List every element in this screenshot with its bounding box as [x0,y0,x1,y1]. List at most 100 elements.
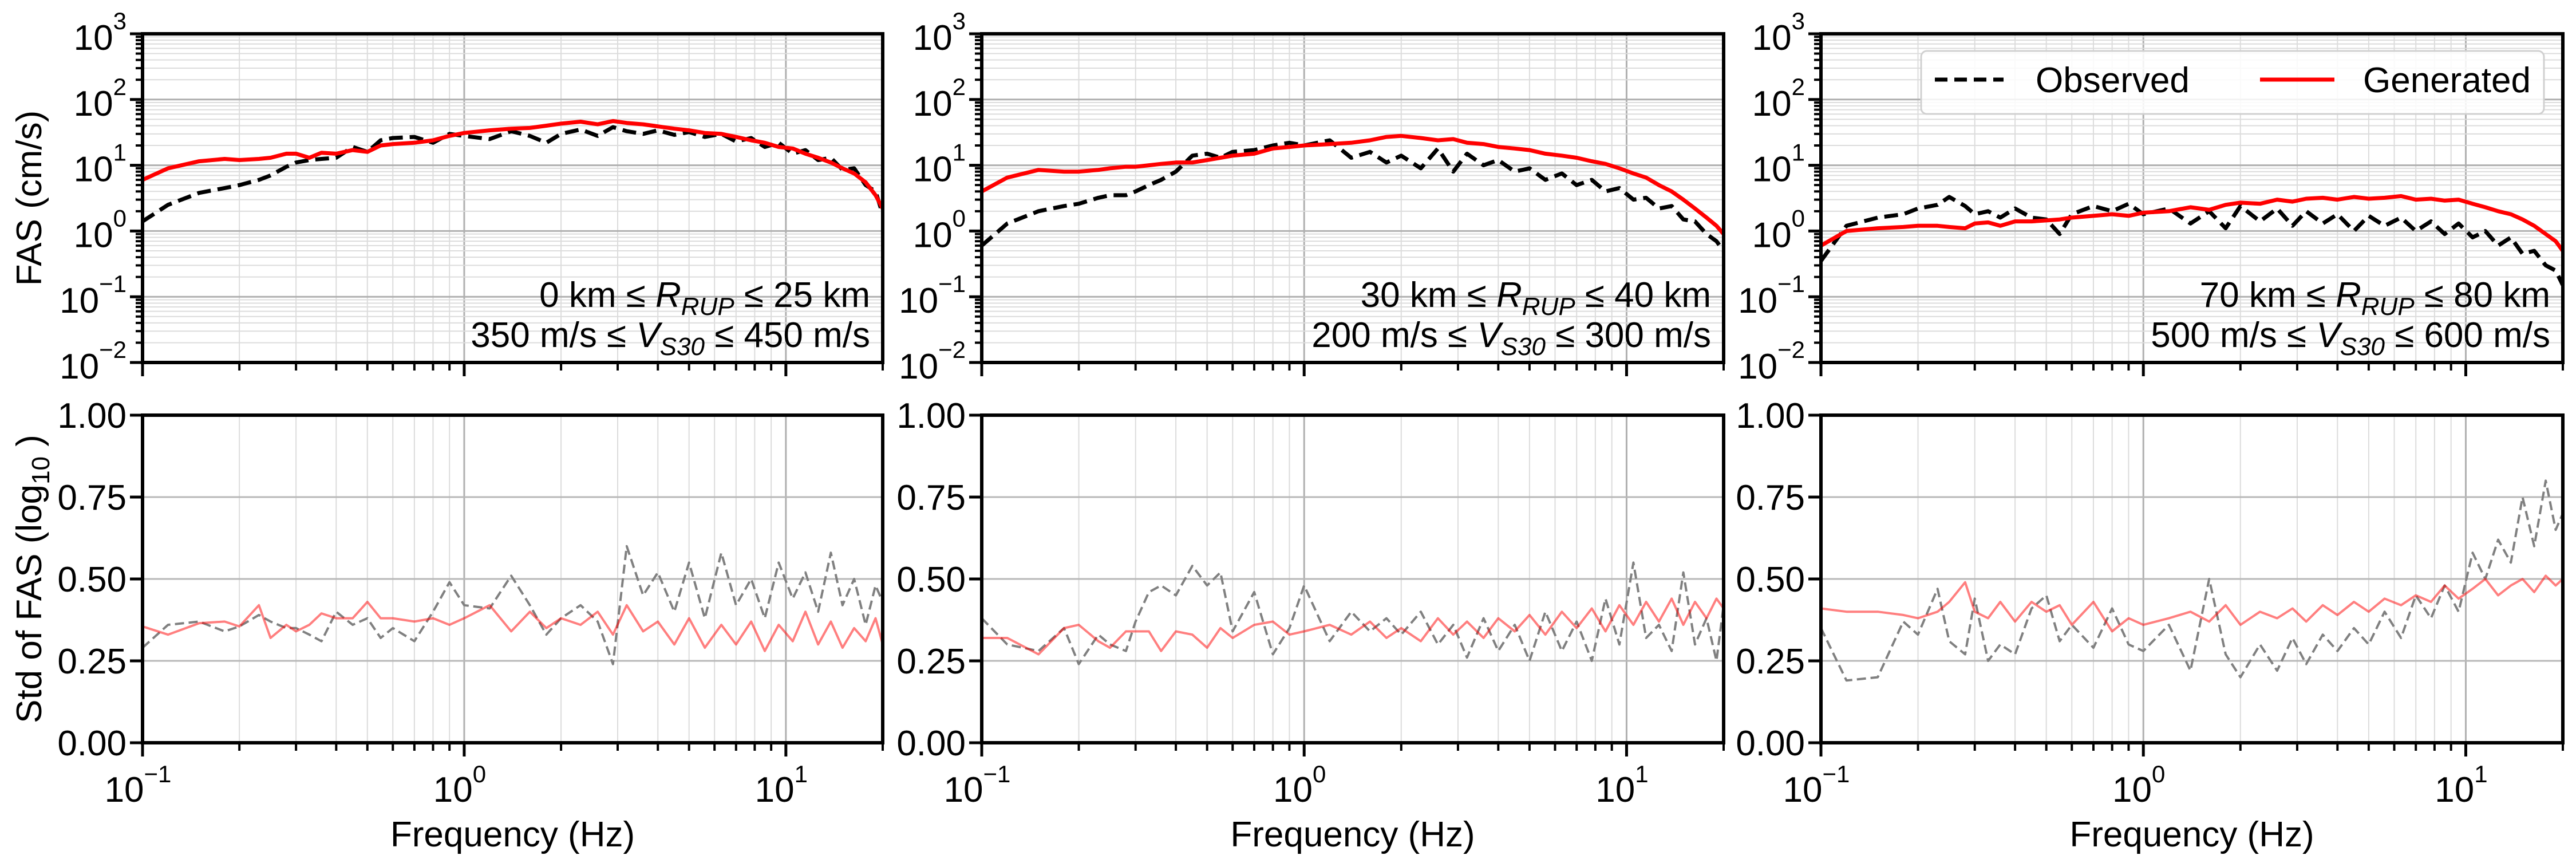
tick-exponent: 3 [953,7,966,34]
x-tick-label: 101 [1595,761,1648,810]
annotation-text: ≤ 300 m/s [1546,316,1711,355]
x-tick-label: 100 [2112,761,2165,810]
y-tick-label: 0.25 [1736,642,1805,681]
tick-base: 10 [1752,84,1792,124]
tick-base: 10 [74,84,113,124]
x-tick-label: 100 [433,761,486,810]
series-group [982,133,1724,253]
y-tick-label: 0.00 [57,724,127,763]
tick-exponent: 3 [113,7,127,34]
grid [981,414,1724,744]
panel-annotation-line2: 200 m/s ≤ VS30 ≤ 300 m/s [1311,316,1711,361]
tick-exponent: 0 [953,204,966,231]
grid [141,34,883,364]
x-tick-label: 100 [1273,761,1326,810]
series-group [982,561,1724,665]
y-tick-label: 10−2 [1738,336,1805,387]
legend-box [1920,50,2545,115]
panel-annotation-line1: 70 km ≤ RRUP ≤ 80 km [2200,275,2550,321]
tick-base: 10 [2435,770,2474,810]
y-tick-label: 0.25 [896,642,966,681]
annotation-text: ≤ 80 km [2415,275,2550,315]
y-tick-label: 103 [1752,7,1805,58]
x-axis-label: Frequency (Hz) [2069,815,2314,854]
x-axis-label: Frequency (Hz) [1230,815,1475,854]
y-axis-label-fas: FAS (cm/s) [10,111,49,286]
tick-exponent: 1 [1635,761,1648,787]
tick-base: 10 [2112,770,2152,810]
x-tick-label: 10−1 [105,761,172,810]
ylabel-subscript: 10 [27,456,55,484]
annotation-subscript: RUP [2361,293,2415,321]
annotation-symbol: V [636,316,663,355]
annotation-subscript: S30 [1501,333,1546,361]
observed-std-line [982,561,1724,665]
annotation-text: ≤ 600 m/s [2385,316,2550,355]
y-tick-label: 103 [74,7,127,58]
tick-base: 10 [899,281,938,321]
tick-exponent: −1 [938,270,966,297]
tick-exponent: 2 [953,73,966,100]
annotation-text: 70 km ≤ [2200,275,2336,315]
panel-annotation-line2: 350 m/s ≤ VS30 ≤ 450 m/s [471,316,870,361]
series-group [143,545,883,665]
y-tick-label: 0.50 [57,560,127,600]
y-tick-label: 1.00 [896,396,966,436]
annotation-symbol: R [1496,275,1522,315]
y-tick-label: 0.25 [57,642,127,681]
generated-fas-line [1821,194,2563,253]
axes-frame [980,32,1725,364]
tick-exponent: −1 [99,270,127,297]
tick-base: 10 [74,18,113,58]
tick-exponent: −1 [1777,270,1805,297]
legend-label-observed: Observed [2036,61,2190,100]
observed-std-line [143,545,883,665]
tick-exponent: 0 [1313,761,1326,787]
y-tick-label: 0.75 [57,478,127,518]
tick-base: 10 [913,18,953,58]
annotation-text: ≤ 40 km [1575,275,1711,315]
axes-frame [1819,32,2565,364]
y-tick-label: 0.75 [896,478,966,518]
series-group [143,119,883,223]
tick-base: 10 [1783,770,1823,810]
annotation-subscript: S30 [2340,333,2385,361]
tick-exponent: −1 [983,761,1011,787]
panel-annotation-line1: 30 km ≤ RRUP ≤ 40 km [1361,275,1711,321]
tick-exponent: 3 [1792,7,1805,34]
tick-base: 10 [1738,281,1777,321]
tick-base: 10 [944,770,983,810]
annotation-text: 30 km ≤ [1361,275,1496,315]
generated-std-line [1821,574,2563,633]
y-tick-label: 10−1 [899,270,966,321]
generated-std-line [143,601,883,652]
generated-fas-line [143,119,883,210]
annotation-text: ≤ 25 km [734,275,870,315]
y-tick-label: 101 [1752,139,1805,190]
y-tick-label: 10−2 [60,336,127,387]
tick-base: 10 [1752,215,1792,255]
y-tick-label: 100 [913,204,966,255]
generated-std-line [982,597,1724,656]
y-tick-label: 103 [913,7,966,58]
tick-base: 10 [1752,18,1792,58]
tick-base: 10 [74,215,113,255]
tick-exponent: 0 [473,761,486,787]
y-tick-label: 102 [913,73,966,124]
tick-base: 10 [1738,347,1777,387]
annotation-subscript: S30 [660,333,705,361]
observed-fas-line [1821,195,2563,286]
tick-exponent: −1 [1823,761,1850,787]
tick-base: 10 [913,215,953,255]
observed-fas-line [982,138,1724,253]
generated-fas-line [982,133,1724,235]
legend: Observed Generated [1920,50,2545,115]
tick-exponent: 1 [953,139,966,166]
x-tick-label: 101 [2435,761,2487,810]
tick-base: 10 [899,347,938,387]
tick-base: 10 [755,770,795,810]
